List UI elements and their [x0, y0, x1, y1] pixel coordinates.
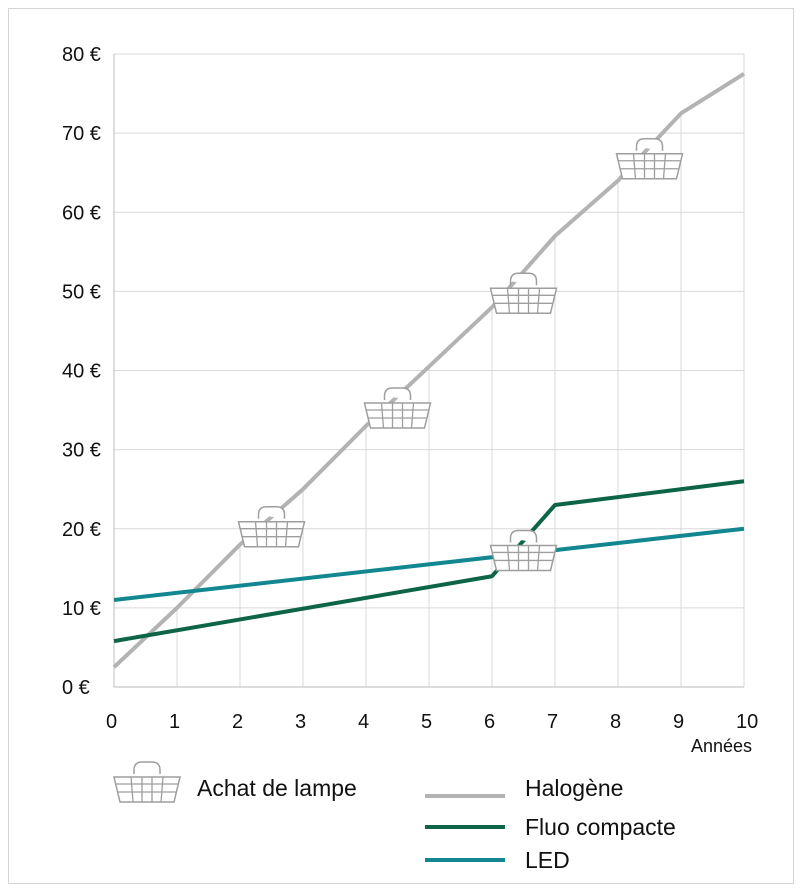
axes: [113, 54, 744, 688]
basket-icon: [489, 529, 558, 572]
y-tick-label: 80 €: [62, 44, 101, 66]
x-tick-label: 7: [547, 711, 558, 733]
basket-icon: [363, 387, 432, 429]
basket-icon: [615, 138, 684, 180]
x-tick-label: 10: [736, 711, 758, 733]
y-tick-label: 10 €: [62, 598, 101, 620]
legend-basket-label: Achat de lampe: [197, 775, 357, 801]
x-axis-unit: Années: [691, 736, 752, 756]
legend: Achat de lampe Halogène Fluo compacte LE…: [113, 761, 676, 873]
x-tick-label: 2: [232, 711, 243, 733]
y-tick-label: 20 €: [62, 519, 101, 541]
basket-icon: [237, 505, 306, 548]
y-tick-label: 40 €: [62, 361, 101, 383]
legend-label-led: LED: [525, 847, 570, 873]
x-tick-label: 8: [610, 711, 621, 733]
x-tick-label: 9: [673, 711, 684, 733]
x-tick-label: 5: [421, 711, 432, 733]
legend-label-halogene: Halogène: [525, 775, 623, 801]
y-tick-label: 50 €: [62, 281, 101, 303]
basket-icon: [489, 272, 558, 315]
legend-basket-icon: [113, 761, 181, 803]
fluo-compacte-line: [113, 479, 745, 644]
legend-label-fluo: Fluo compacte: [525, 814, 676, 840]
x-tick-label: 0: [106, 711, 117, 733]
y-tick-label: 0 €: [62, 677, 90, 699]
led-line: [113, 526, 745, 602]
basket-annotations: [237, 138, 684, 572]
tick-labels: 0 € 10 € 20 € 30 € 40 € 50 € 60 € 70 € 80 € 0 1 2 3 4…: [62, 44, 758, 733]
x-tick-label: 3: [295, 711, 306, 733]
y-tick-label: 70 €: [62, 123, 101, 145]
x-tick-label: 6: [484, 711, 495, 733]
y-tick-label: 60 €: [62, 202, 101, 224]
grid: [114, 53, 745, 687]
x-tick-label: 1: [169, 711, 180, 733]
x-tick-label: 4: [358, 711, 369, 733]
y-tick-label: 30 €: [62, 440, 101, 462]
chart-frame: [8, 8, 794, 884]
